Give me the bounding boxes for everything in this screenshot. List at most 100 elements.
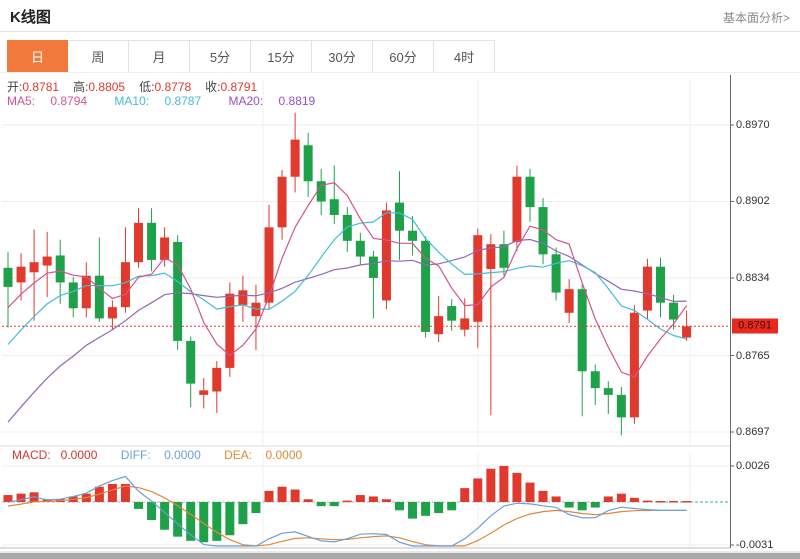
macd-bar — [368, 496, 378, 502]
macd-bar — [238, 502, 248, 525]
close-label: 收: — [205, 80, 221, 94]
macd-bar — [290, 489, 300, 502]
candle-body — [421, 240, 431, 332]
candle-body — [499, 244, 509, 268]
candle-body — [186, 340, 196, 384]
macd-bar — [512, 472, 522, 502]
macd-bar — [277, 486, 287, 502]
candle-body — [55, 255, 65, 283]
macd-bar — [421, 502, 431, 516]
ma10-item: MA10: 0.8787 — [114, 94, 202, 108]
tab-period-2[interactable]: 月 — [129, 40, 190, 73]
macd-bar-zero — [669, 501, 679, 503]
ma5-value: 0.8794 — [50, 94, 88, 108]
tab-period-3[interactable]: 5分 — [190, 40, 251, 73]
macd-bar — [225, 502, 235, 536]
candle-body — [642, 266, 652, 311]
macd-bar — [303, 499, 313, 502]
macd-bar — [551, 496, 561, 502]
diff-value: 0.0000 — [164, 448, 201, 462]
axis-tick-label: 0.8902 — [736, 195, 770, 208]
ma-legend: MA5: 0.8794 MA10: 0.8787 MA20: 0.8819 — [7, 94, 339, 108]
axis-tick-label: 0.8834 — [736, 271, 770, 284]
macd-bar — [447, 502, 457, 511]
dea-line — [7, 485, 687, 547]
candle-body — [616, 394, 626, 418]
macd-bar — [251, 502, 261, 514]
candle-body — [42, 256, 52, 266]
candle-body — [68, 282, 78, 309]
candle-body — [577, 289, 587, 372]
candle-body — [355, 240, 365, 257]
macd-bar — [329, 502, 339, 507]
macd-bar — [629, 497, 639, 502]
candle-body — [81, 275, 91, 309]
candle-body — [656, 266, 665, 303]
macd-bar — [590, 502, 600, 508]
candle-body — [3, 267, 13, 287]
candle-body — [629, 312, 639, 418]
macd-bar — [264, 490, 274, 502]
candle-body — [316, 181, 326, 202]
candle-body — [277, 176, 287, 228]
candle-body — [564, 289, 574, 313]
tab-period-0[interactable]: 日 — [7, 40, 68, 73]
candle-body — [342, 214, 352, 241]
candle-body — [94, 275, 104, 319]
fundamental-analysis-link[interactable]: 基本面分析> — [722, 11, 790, 25]
macd-bar — [538, 490, 548, 502]
ohlc-legend: 开:0.8781 高:0.8805 低:0.8778 收:0.8791 — [7, 78, 271, 95]
candle-body — [147, 222, 157, 260]
candle-body — [134, 222, 143, 263]
candle-body — [107, 307, 117, 319]
candle-body — [290, 139, 300, 177]
candle-body — [590, 371, 600, 389]
ma10-line — [7, 212, 687, 345]
macd-bar — [603, 496, 613, 502]
axis-tick-label: -0.0031 — [736, 538, 774, 551]
candle-body — [160, 237, 170, 260]
candle-body — [120, 262, 130, 308]
candle-body — [368, 256, 378, 278]
ma5-item: MA5: 0.8794 — [7, 94, 88, 108]
macd-bar — [355, 495, 365, 502]
candle-body — [212, 367, 222, 392]
macd-value: 0.0000 — [60, 448, 98, 462]
close-value: 0.8791 — [220, 80, 258, 94]
candle-body — [329, 199, 339, 215]
diff-item: DIFF: 0.0000 — [120, 448, 201, 462]
macd-legend: MACD: 0.0000 DIFF: 0.0000 DEA: 0.0000 — [12, 448, 322, 462]
candle-body — [603, 388, 613, 395]
diff-line — [7, 475, 687, 547]
macd-bar — [3, 495, 13, 502]
ma5-line — [7, 182, 688, 378]
candle-body — [408, 230, 418, 241]
dea-value: 0.0000 — [265, 448, 303, 462]
candle-body — [434, 316, 444, 335]
macd-bar — [564, 502, 574, 508]
tab-period-6[interactable]: 60分 — [373, 40, 434, 73]
candle-body — [682, 326, 692, 338]
tab-period-5[interactable]: 30分 — [312, 40, 373, 73]
horizontal-scrollbar[interactable] — [0, 551, 800, 559]
candle-body — [447, 306, 457, 321]
macd-bar — [186, 502, 196, 541]
macd-bar — [486, 468, 496, 502]
high-value: 0.8805 — [88, 80, 126, 94]
low-label: 低: — [139, 80, 155, 94]
dea-item: DEA: 0.0000 — [224, 448, 303, 462]
header-divider — [0, 31, 800, 32]
candle-body — [29, 262, 39, 273]
axis-tick-label: 0.0026 — [736, 459, 770, 472]
macd-bar — [342, 500, 352, 503]
ma20-value: 0.8819 — [278, 94, 316, 108]
macd-bar — [381, 499, 391, 502]
candle-body — [395, 202, 404, 231]
period-tabs: 日周月 5分 15分 30分 60分 4时 — [7, 40, 495, 73]
candle-body — [303, 145, 313, 182]
macd-bar — [199, 502, 209, 543]
tabs-underline — [0, 72, 800, 73]
macd-item: MACD: 0.0000 — [12, 448, 98, 462]
